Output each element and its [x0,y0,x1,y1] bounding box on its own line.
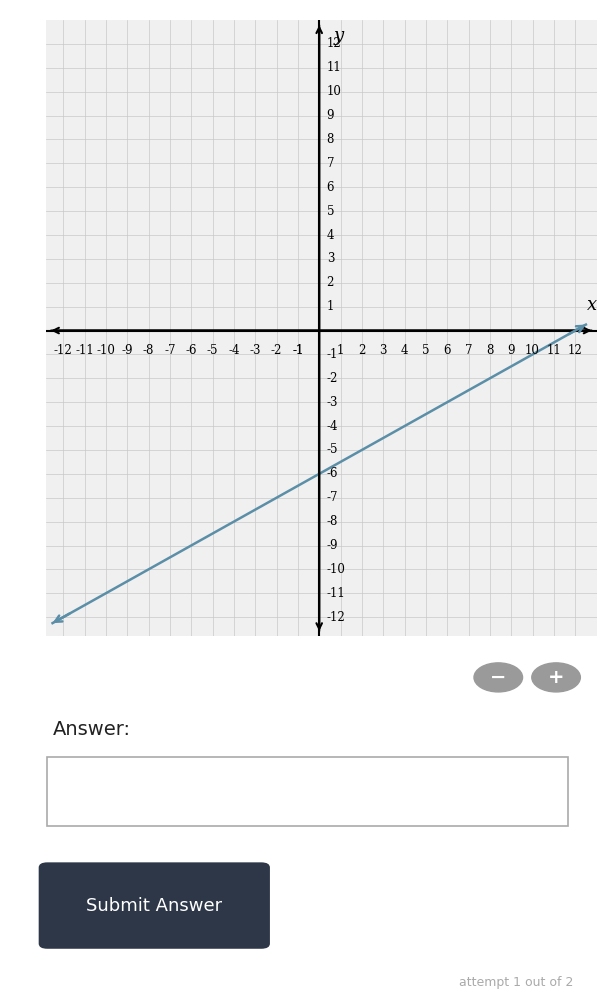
Text: 10: 10 [525,344,540,357]
Text: 10: 10 [327,85,341,98]
Text: -5: -5 [207,344,218,357]
Text: 3: 3 [379,344,387,357]
Text: 1: 1 [337,344,344,357]
Text: -10: -10 [97,344,115,357]
Text: x: x [587,296,597,314]
Text: -1: -1 [327,348,338,361]
Text: Submit Answer: Submit Answer [86,897,223,915]
Text: -7: -7 [327,491,338,504]
Text: -9: -9 [327,539,338,552]
Text: 4: 4 [327,228,334,241]
FancyBboxPatch shape [39,863,270,949]
Text: -10: -10 [327,563,346,576]
Text: Answer:: Answer: [53,719,131,738]
Text: 7: 7 [327,157,334,170]
FancyBboxPatch shape [47,757,568,826]
Text: -2: -2 [327,372,338,385]
Text: 2: 2 [327,277,334,290]
Text: 3: 3 [327,253,334,266]
Text: -3: -3 [250,344,261,357]
Text: 9: 9 [507,344,515,357]
Text: -2: -2 [271,344,282,357]
Text: -6: -6 [186,344,197,357]
Text: 8: 8 [327,133,334,146]
Text: -4: -4 [228,344,240,357]
Text: 2: 2 [358,344,365,357]
Text: -11: -11 [327,587,346,600]
Text: attempt 1 out of 2: attempt 1 out of 2 [459,976,573,989]
Text: 1: 1 [327,301,334,314]
Text: 4: 4 [401,344,408,357]
Text: -8: -8 [143,344,154,357]
Text: 11: 11 [327,61,341,74]
Circle shape [532,663,581,692]
Text: -1: -1 [292,344,304,357]
Text: -6: -6 [327,467,338,480]
Text: 9: 9 [327,109,334,122]
Text: +: + [548,668,565,687]
Text: -7: -7 [164,344,176,357]
Text: -8: -8 [327,515,338,528]
Text: 11: 11 [547,344,561,357]
Text: 5: 5 [422,344,430,357]
Text: y: y [334,27,344,45]
Text: 7: 7 [465,344,472,357]
Text: 6: 6 [443,344,451,357]
Text: -4: -4 [327,420,338,433]
Text: -5: -5 [327,444,338,457]
Text: -3: -3 [327,396,338,409]
Text: 5: 5 [327,204,334,217]
Text: 8: 8 [486,344,494,357]
Text: -9: -9 [121,344,133,357]
Circle shape [474,663,523,692]
Text: -12: -12 [327,610,346,623]
Text: 6: 6 [327,180,334,193]
Text: -11: -11 [75,344,94,357]
Text: -12: -12 [54,344,73,357]
Text: -1: -1 [292,344,304,357]
Text: 12: 12 [327,37,341,50]
Text: −: − [490,668,507,687]
Text: 12: 12 [568,344,582,357]
